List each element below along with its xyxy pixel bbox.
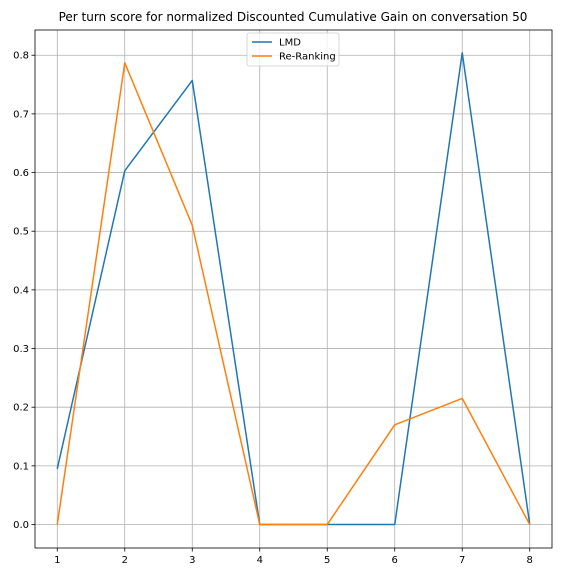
y-tick-label: 0.0 [13, 520, 29, 531]
x-tick-label: 7 [459, 555, 465, 566]
chart-title: Per turn score for normalized Discounted… [59, 10, 528, 24]
legend-label: Re-Ranking [279, 52, 336, 63]
x-tick-label: 5 [324, 555, 330, 566]
y-tick-label: 0.3 [13, 344, 29, 355]
legend-label: LMD [279, 38, 301, 49]
x-tick-label: 3 [189, 555, 195, 566]
series-group [56, 52, 531, 526]
x-tick-label: 6 [392, 555, 398, 566]
y-tick-label: 0.5 [13, 227, 29, 238]
x-tick-label: 4 [257, 555, 263, 566]
y-tick-label: 0.1 [13, 461, 29, 472]
axis-ticks: 1 2 3 4 5 6 7 8 0.0 0.1 0.2 0.3 0.4 0.5 0.6 0.7 0.8 [13, 51, 533, 566]
y-tick-label: 0.4 [13, 285, 29, 296]
grid [35, 30, 552, 548]
y-tick-label: 0.8 [13, 51, 29, 62]
y-tick-label: 0.2 [13, 403, 29, 414]
series-line-re-ranking [56, 62, 531, 526]
x-tick-label: 8 [527, 555, 533, 566]
x-tick-label: 2 [122, 555, 128, 566]
legend: LMD Re-Ranking [246, 32, 340, 67]
series-line-lmd [56, 52, 531, 526]
y-tick-label: 0.6 [13, 168, 29, 179]
y-tick-label: 0.7 [13, 109, 29, 120]
x-tick-label: 1 [54, 555, 60, 566]
plot-frame [34, 29, 553, 549]
